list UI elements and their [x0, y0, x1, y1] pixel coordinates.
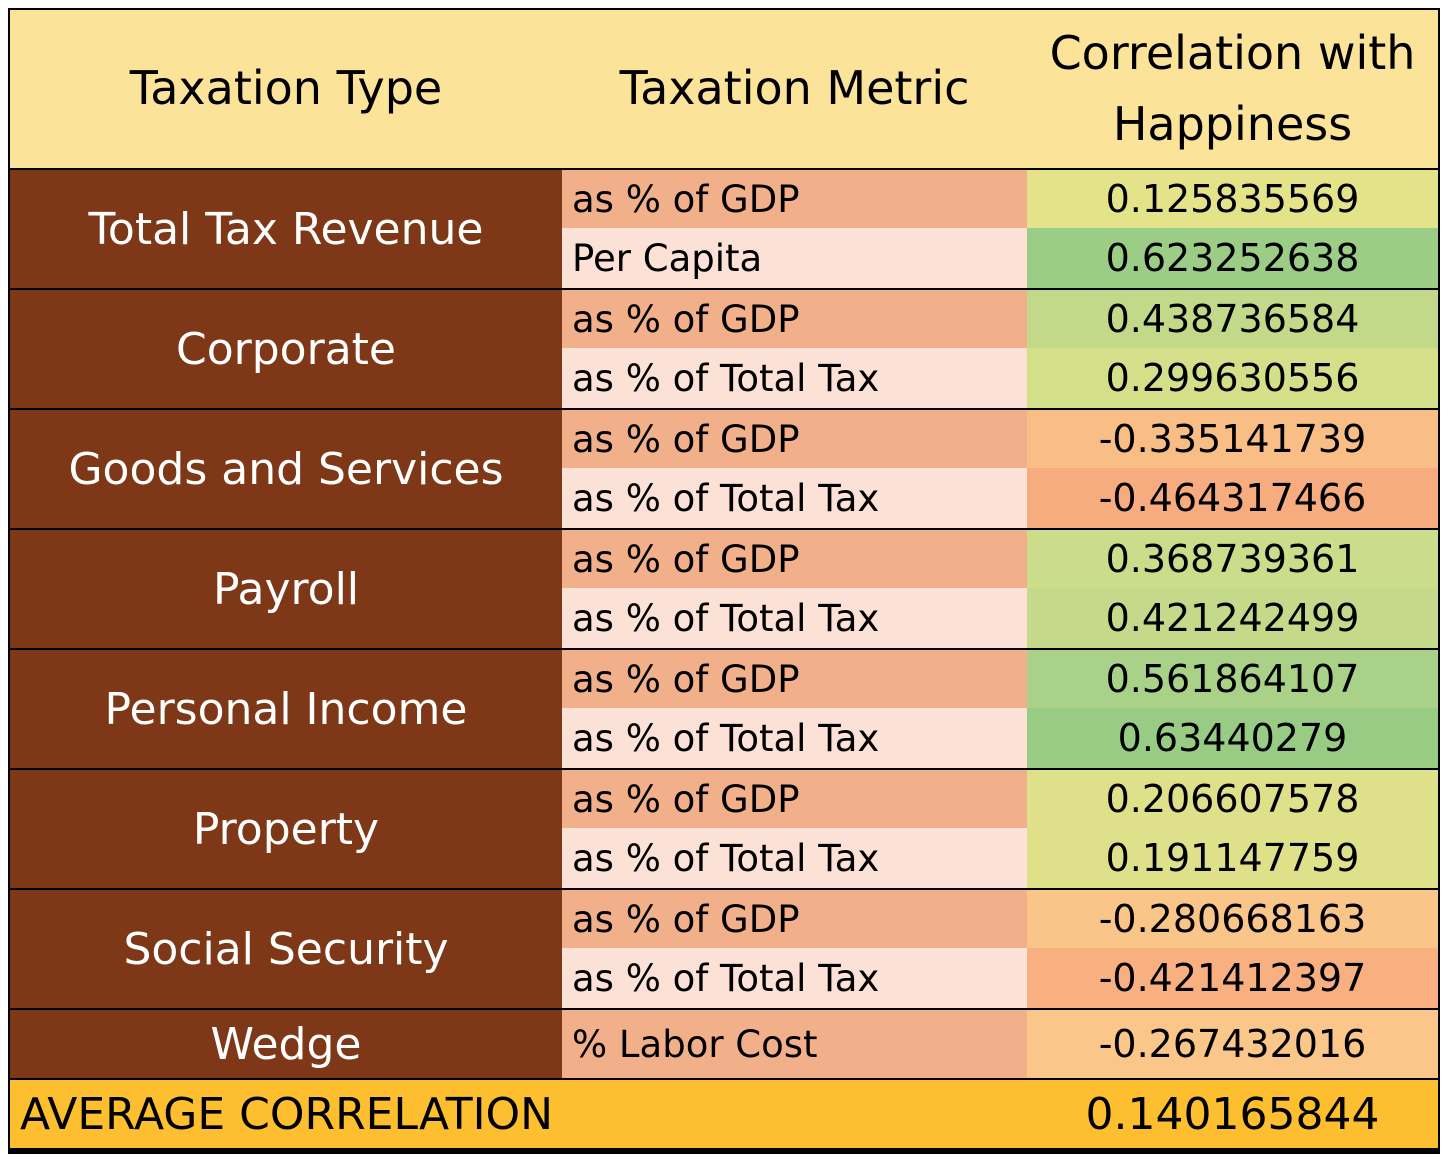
header-taxation-metric: Taxation Metric	[562, 10, 1027, 168]
average-correlation-value: 0.140165844	[1027, 1080, 1438, 1148]
taxation-type-cell: Corporate	[10, 290, 562, 408]
taxation-metric-cell: as % of Total Tax	[562, 828, 1027, 888]
correlation-value-cell: 0.368739361	[1027, 530, 1438, 588]
average-correlation-label: AVERAGE CORRELATION	[10, 1080, 1027, 1148]
correlation-value-cell: 0.299630556	[1027, 348, 1438, 408]
taxation-metric-cell: as % of Total Tax	[562, 948, 1027, 1008]
correlation-value-cell: 0.438736584	[1027, 290, 1438, 348]
header-correlation-text: Correlation with Happiness	[1049, 25, 1416, 151]
taxation-metric-cell: as % of Total Tax	[562, 588, 1027, 648]
header-taxation-type: Taxation Type	[10, 10, 562, 168]
taxation-metric-cell: % Labor Cost	[562, 1010, 1027, 1078]
correlation-value-cell: -0.464317466	[1027, 468, 1438, 528]
correlation-value-cell: -0.267432016	[1027, 1010, 1438, 1078]
taxation-type-cell: Payroll	[10, 530, 562, 648]
taxation-metric-cell: Per Capita	[562, 228, 1027, 288]
correlation-value-cell: 0.206607578	[1027, 770, 1438, 828]
taxation-type-cell: Goods and Services	[10, 410, 562, 528]
correlation-value-cell: 0.125835569	[1027, 170, 1438, 228]
taxation-type-cell: Total Tax Revenue	[10, 170, 562, 288]
taxation-type-cell: Wedge	[10, 1010, 562, 1078]
taxation-metric-cell: as % of GDP	[562, 650, 1027, 708]
correlation-value-cell: 0.191147759	[1027, 828, 1438, 888]
taxation-metric-cell: as % of GDP	[562, 530, 1027, 588]
taxation-metric-cell: as % of Total Tax	[562, 468, 1027, 528]
taxation-metric-cell: as % of GDP	[562, 770, 1027, 828]
taxation-type-cell: Social Security	[10, 890, 562, 1008]
taxation-metric-cell: as % of Total Tax	[562, 708, 1027, 768]
correlation-value-cell: -0.280668163	[1027, 890, 1438, 948]
taxation-type-cell: Property	[10, 770, 562, 888]
correlation-value-cell: 0.623252638	[1027, 228, 1438, 288]
header-correlation: Correlation with Happiness	[1027, 10, 1438, 168]
taxation-metric-cell: as % of GDP	[562, 890, 1027, 948]
correlation-table: Taxation Type Taxation Metric Correlatio…	[8, 8, 1440, 1154]
taxation-metric-cell: as % of GDP	[562, 290, 1027, 348]
correlation-value-cell: 0.63440279	[1027, 708, 1438, 768]
correlation-value-cell: 0.421242499	[1027, 588, 1438, 648]
taxation-type-cell: Personal Income	[10, 650, 562, 768]
correlation-value-cell: 0.561864107	[1027, 650, 1438, 708]
correlation-value-cell: -0.335141739	[1027, 410, 1438, 468]
taxation-metric-cell: as % of GDP	[562, 170, 1027, 228]
taxation-metric-cell: as % of Total Tax	[562, 348, 1027, 408]
correlation-value-cell: -0.421412397	[1027, 948, 1438, 1008]
taxation-metric-cell: as % of GDP	[562, 410, 1027, 468]
